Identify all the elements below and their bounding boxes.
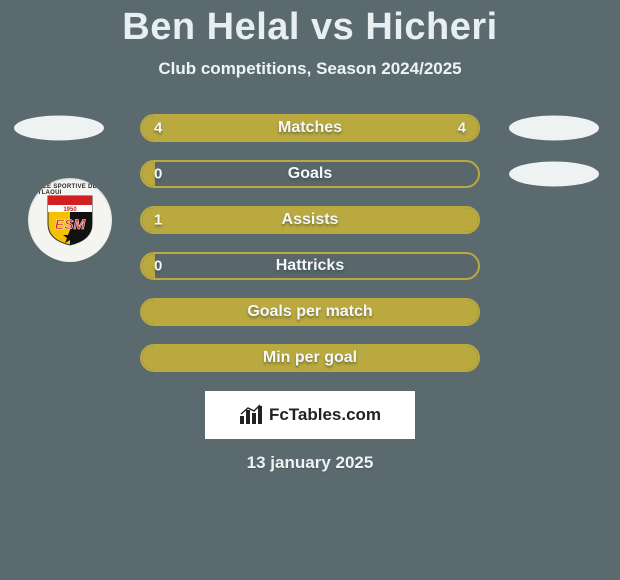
stat-value-left: 0 <box>154 258 162 275</box>
stat-bar: Min per goal <box>140 344 480 372</box>
badge-shield: 1950 ESM <box>46 194 94 246</box>
stat-bar: Assists1 <box>140 206 480 234</box>
stat-row: Goals per match <box>0 289 620 335</box>
club-badge: ETOILE SPORTIVE DE METLAOUI 1950 ESM <box>28 178 112 262</box>
stat-bar: Goals0 <box>140 160 480 188</box>
stat-label: Matches <box>142 119 478 137</box>
stat-value-left: 1 <box>154 212 162 229</box>
page-title: Ben Helal vs Hicheri <box>0 0 620 49</box>
badge-letters: ESM <box>55 216 86 232</box>
stat-label: Min per goal <box>142 349 478 367</box>
brand-text: FcTables.com <box>269 405 381 425</box>
footer-date: 13 january 2025 <box>0 453 620 473</box>
page-subtitle: Club competitions, Season 2024/2025 <box>0 59 620 79</box>
stat-label: Goals per match <box>142 303 478 321</box>
stat-bar: Goals per match <box>140 298 480 326</box>
stat-bar: Hattricks0 <box>140 252 480 280</box>
bars-icon <box>239 404 263 426</box>
stat-row: Min per goal <box>0 335 620 381</box>
stat-label: Assists <box>142 211 478 229</box>
brand-box: FcTables.com <box>205 391 415 439</box>
badge-year: 1950 <box>63 207 77 213</box>
player-pill-left <box>14 116 104 141</box>
stat-label: Hattricks <box>142 257 478 275</box>
player-pill-right <box>509 162 599 187</box>
stat-label: Goals <box>142 165 478 183</box>
player-pill-right <box>509 116 599 141</box>
stat-row: Matches4 4 <box>0 105 620 151</box>
stat-value-right: 4 <box>458 120 466 137</box>
stat-bar: Matches4 4 <box>140 114 480 142</box>
stat-value-left: 4 <box>154 120 162 137</box>
stat-value-left: 0 <box>154 166 162 183</box>
